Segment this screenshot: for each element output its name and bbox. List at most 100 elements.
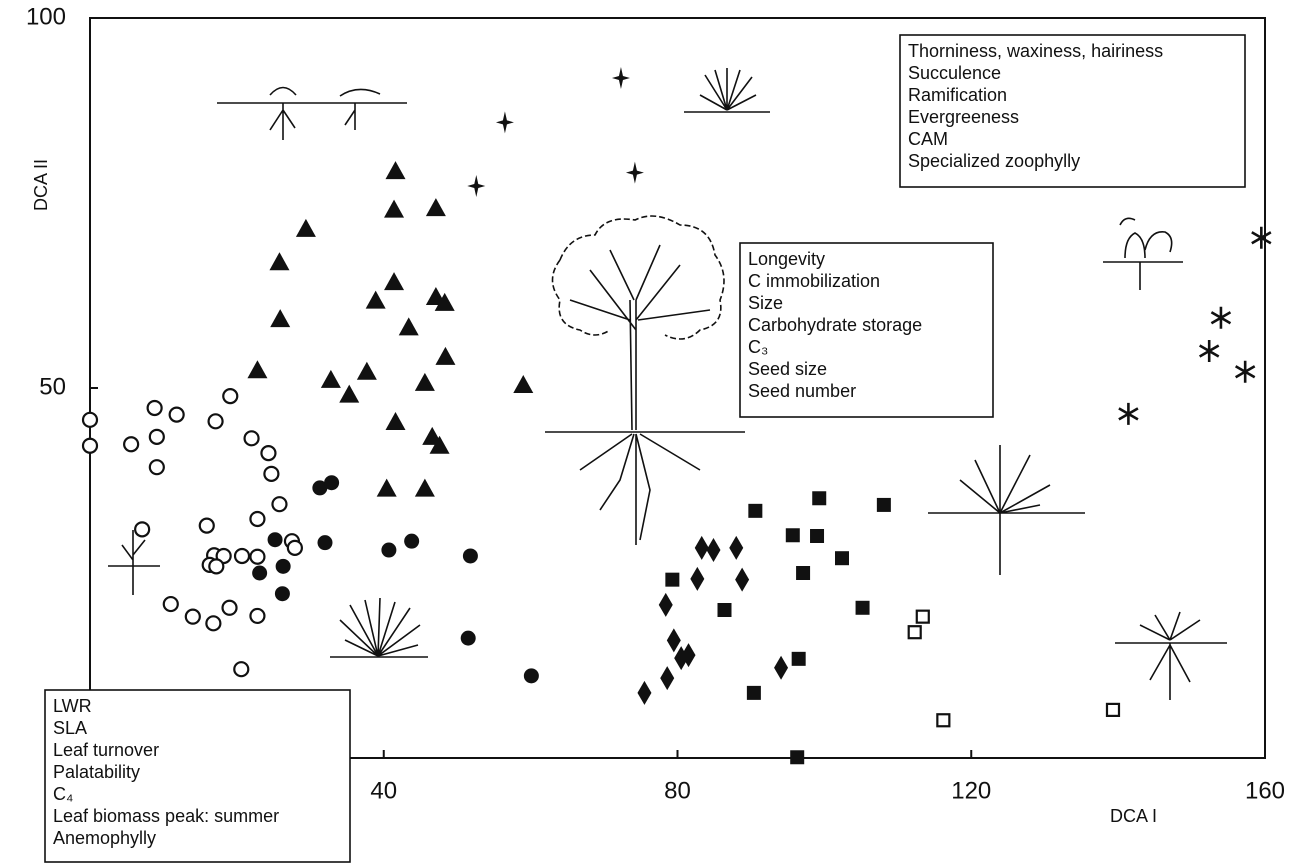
annotation-line: C immobilization bbox=[748, 271, 880, 291]
annotation-line: Specialized zoophylly bbox=[908, 151, 1080, 171]
point bbox=[425, 198, 446, 217]
point bbox=[1118, 402, 1139, 425]
point bbox=[666, 628, 681, 653]
point bbox=[286, 539, 303, 556]
point bbox=[252, 565, 268, 581]
annotation-line: Size bbox=[748, 293, 783, 313]
point bbox=[274, 586, 290, 602]
point bbox=[275, 558, 291, 574]
annotation-line: Anemophylly bbox=[53, 828, 156, 848]
point bbox=[320, 369, 341, 388]
annotation-line: Palatability bbox=[53, 762, 140, 782]
x-tick-label: 40 bbox=[370, 777, 397, 804]
point bbox=[148, 428, 165, 445]
point bbox=[855, 600, 870, 615]
annotation-line: C₄ bbox=[53, 784, 73, 804]
point bbox=[790, 750, 805, 765]
point bbox=[260, 445, 277, 462]
point bbox=[123, 436, 140, 453]
point bbox=[414, 372, 435, 391]
point bbox=[637, 680, 652, 705]
point bbox=[198, 517, 215, 534]
point bbox=[414, 478, 435, 497]
point bbox=[162, 595, 179, 613]
point bbox=[233, 661, 250, 678]
point bbox=[1210, 306, 1232, 329]
point bbox=[385, 161, 406, 180]
point bbox=[168, 406, 185, 423]
point bbox=[249, 607, 266, 625]
point bbox=[785, 528, 800, 543]
annotation-line: Evergreeness bbox=[908, 107, 1019, 127]
point bbox=[796, 566, 811, 580]
annotation-box bbox=[899, 34, 1246, 188]
annotation-line: C₃ bbox=[748, 337, 768, 357]
point bbox=[243, 430, 260, 447]
point bbox=[674, 646, 689, 671]
point bbox=[271, 496, 288, 513]
point bbox=[812, 491, 827, 506]
point bbox=[249, 510, 266, 528]
point bbox=[774, 655, 789, 680]
point bbox=[249, 548, 266, 565]
point bbox=[385, 412, 406, 431]
point bbox=[936, 713, 951, 728]
point bbox=[267, 532, 283, 548]
point bbox=[404, 533, 420, 549]
point bbox=[376, 478, 397, 497]
point bbox=[146, 399, 163, 417]
point bbox=[221, 599, 238, 616]
point bbox=[384, 272, 405, 291]
point bbox=[384, 199, 405, 218]
point bbox=[1251, 226, 1272, 249]
point bbox=[222, 388, 239, 405]
point bbox=[148, 459, 165, 476]
point bbox=[429, 435, 450, 454]
point bbox=[295, 218, 316, 237]
annotation-box bbox=[739, 242, 994, 418]
point bbox=[435, 346, 456, 365]
point bbox=[356, 361, 377, 380]
point bbox=[706, 538, 721, 563]
point bbox=[748, 503, 763, 518]
point bbox=[81, 411, 99, 428]
point bbox=[434, 292, 455, 311]
point bbox=[207, 413, 224, 430]
annotation-line: Seed number bbox=[748, 381, 856, 401]
point bbox=[746, 685, 761, 700]
point bbox=[665, 572, 680, 587]
point bbox=[1234, 360, 1256, 383]
annotation-line: Leaf turnover bbox=[53, 740, 159, 760]
point bbox=[467, 174, 486, 197]
point bbox=[513, 375, 534, 394]
annotation-line: Ramification bbox=[908, 85, 1007, 105]
annotation-line: SLA bbox=[53, 718, 87, 738]
x-tick-label: 80 bbox=[664, 777, 691, 804]
annotation-line: Carbohydrate storage bbox=[748, 315, 922, 335]
annotation-line: Succulence bbox=[908, 63, 1001, 83]
point bbox=[81, 437, 99, 454]
point bbox=[381, 542, 397, 558]
point bbox=[205, 615, 222, 632]
annotation-box bbox=[44, 689, 351, 863]
point bbox=[729, 535, 744, 560]
point bbox=[690, 566, 705, 591]
point bbox=[611, 66, 630, 89]
point bbox=[1199, 340, 1220, 362]
point bbox=[907, 625, 922, 640]
point bbox=[835, 551, 849, 566]
point bbox=[270, 309, 291, 328]
point bbox=[658, 592, 673, 617]
point bbox=[523, 668, 539, 684]
point bbox=[1105, 702, 1121, 718]
point bbox=[660, 666, 675, 691]
point bbox=[717, 603, 732, 617]
point bbox=[876, 497, 891, 512]
y-tick-label: 100 bbox=[26, 3, 66, 30]
point bbox=[312, 480, 328, 496]
point bbox=[735, 567, 750, 592]
point bbox=[462, 548, 478, 564]
annotation-line: LWR bbox=[53, 696, 92, 716]
marks bbox=[81, 66, 1272, 765]
